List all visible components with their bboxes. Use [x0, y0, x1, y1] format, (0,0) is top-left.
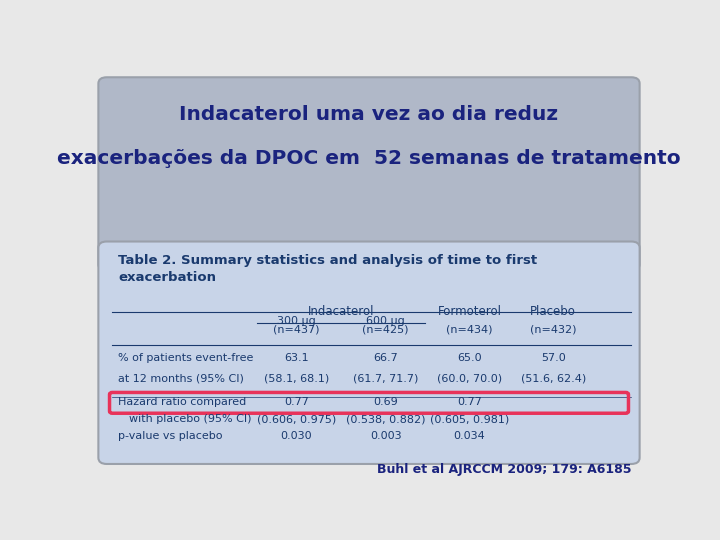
Text: (58.1, 68.1): (58.1, 68.1) — [264, 373, 329, 383]
Text: 0.77: 0.77 — [284, 396, 309, 407]
Text: 57.0: 57.0 — [541, 353, 565, 362]
Text: (n=434): (n=434) — [446, 324, 492, 334]
Text: (61.7, 71.7): (61.7, 71.7) — [353, 373, 418, 383]
Text: at 12 months (95% CI): at 12 months (95% CI) — [118, 373, 244, 383]
Text: Hazard ratio compared: Hazard ratio compared — [118, 396, 246, 407]
Text: Placebo: Placebo — [530, 305, 576, 318]
Text: (0.538, 0.882): (0.538, 0.882) — [346, 414, 426, 424]
Text: 0.030: 0.030 — [281, 431, 312, 441]
Text: 0.69: 0.69 — [374, 396, 398, 407]
Text: 0.77: 0.77 — [457, 396, 482, 407]
Text: % of patients event-free: % of patients event-free — [118, 353, 253, 362]
Text: Indacaterol: Indacaterol — [308, 305, 374, 318]
Text: (n=425): (n=425) — [362, 324, 409, 334]
Text: Buhl et al AJRCCM 2009; 179: A6185: Buhl et al AJRCCM 2009; 179: A6185 — [377, 463, 631, 476]
Text: (0.606, 0.975): (0.606, 0.975) — [257, 414, 336, 424]
Text: 0.034: 0.034 — [454, 431, 485, 441]
Text: 600 µg: 600 µg — [366, 316, 405, 326]
Text: (n=437): (n=437) — [273, 324, 320, 334]
FancyBboxPatch shape — [99, 77, 639, 271]
Text: Indacaterol uma vez ao dia reduz: Indacaterol uma vez ao dia reduz — [179, 105, 559, 124]
Text: (51.6, 62.4): (51.6, 62.4) — [521, 373, 586, 383]
Text: Table 2. Summary statistics and analysis of time to first
exacerbation: Table 2. Summary statistics and analysis… — [118, 254, 537, 284]
Text: p-value vs placebo: p-value vs placebo — [118, 431, 222, 441]
Text: 66.7: 66.7 — [374, 353, 398, 362]
Text: 65.0: 65.0 — [457, 353, 482, 362]
Text: (0.605, 0.981): (0.605, 0.981) — [430, 414, 509, 424]
Text: (60.0, 70.0): (60.0, 70.0) — [437, 373, 502, 383]
Text: Formoterol: Formoterol — [438, 305, 501, 318]
Text: 300 µg: 300 µg — [277, 316, 316, 326]
Text: 0.003: 0.003 — [370, 431, 402, 441]
Text: (n=432): (n=432) — [530, 324, 577, 334]
Text: 63.1: 63.1 — [284, 353, 309, 362]
FancyBboxPatch shape — [99, 241, 639, 464]
Text: with placebo (95% CI): with placebo (95% CI) — [129, 414, 251, 424]
Text: exacerbações da DPOC em  52 semanas de tratamento: exacerbações da DPOC em 52 semanas de tr… — [57, 149, 681, 168]
